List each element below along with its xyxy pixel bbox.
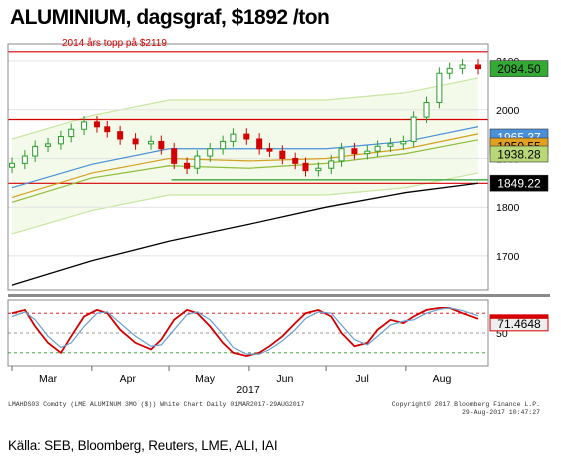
trend-channel-lower: [11, 172, 479, 235]
oscillator-tick-label: 50: [496, 328, 508, 340]
price-tag-label: 1849.22: [497, 177, 541, 191]
year-label: 2017: [236, 384, 260, 396]
stoch-layer: [8, 307, 488, 358]
axis-layer: 17001800190020002100MarAprMayJunJulAug20…: [7, 43, 550, 396]
stoch_k-line: [11, 307, 479, 358]
candle-body: [171, 148, 178, 164]
candle-body: [57, 136, 64, 145]
candle-body: [220, 140, 227, 150]
price-tag: 1938.28: [489, 145, 549, 163]
candle-body: [400, 140, 407, 145]
candle-body: [21, 155, 28, 164]
ma_short1-line: [11, 139, 479, 203]
candle-body: [302, 162, 309, 172]
hline-layer: [8, 51, 488, 184]
candle-body: [194, 155, 201, 169]
candle-body: [423, 101, 430, 118]
price-tick-label: 1700: [496, 251, 520, 263]
candle-body: [9, 162, 15, 168]
panel-separator: [8, 294, 550, 297]
candle-body: [315, 167, 322, 172]
price-tag: 1849.22: [489, 174, 549, 192]
price-tag-label: 2084.50: [497, 62, 541, 76]
candle-body: [374, 145, 381, 152]
candle-body: [328, 160, 335, 169]
month-tick-label: May: [195, 373, 216, 385]
candle-body: [158, 140, 165, 150]
candle-body: [81, 121, 88, 130]
oscillator-tag-label: 71.4648: [497, 317, 541, 331]
candle-body: [364, 150, 371, 155]
price-tick-label: 2000: [496, 105, 520, 117]
grid-layer: [8, 60, 488, 257]
chart-footnote-left: LMAHDS03 Comdty (LME ALUMINUM 3MO ($)) W…: [8, 401, 305, 408]
chart-title: ALUMINIUM, dagsgraf, $1892 /ton: [10, 6, 330, 29]
month-tick-label: Apr: [120, 373, 137, 385]
annotation-2014-top: 2014 års topp på $2119: [62, 37, 167, 49]
candle-body: [387, 143, 394, 147]
price-tick-label: 1800: [496, 202, 520, 214]
label-layer: 2014 års topp på $21192084.501965.371950…: [8, 37, 549, 416]
channel-band-layer: [11, 77, 479, 235]
candle-body: [446, 67, 453, 74]
price-tag-box: [489, 174, 549, 192]
candle-body: [292, 157, 299, 164]
chart-footnote-right: 29-Aug-2017 10:47:27: [462, 409, 540, 416]
candle-body: [338, 148, 345, 162]
oscillator-price-tag: 71.4648: [489, 314, 549, 332]
candle-body: [148, 140, 155, 145]
candle-body: [243, 133, 250, 140]
candle-body: [132, 138, 139, 145]
candle-body: [93, 121, 100, 128]
candle-body: [184, 162, 191, 169]
candle-body: [459, 64, 466, 69]
candle-body: [266, 148, 273, 152]
candle-body: [475, 64, 481, 70]
candle-layer: [9, 59, 481, 177]
month-tick-label: Mar: [39, 373, 58, 385]
price-tag: 2084.50: [489, 60, 549, 77]
candle-body: [256, 138, 263, 150]
chart-footnote-right: Copyright© 2017 Bloomberg Finance L.P.: [392, 400, 540, 408]
candle-body: [104, 126, 111, 133]
candle-body: [68, 128, 75, 138]
price-panel-frame: [7, 43, 489, 291]
month-tick-label: Jun: [276, 373, 293, 385]
candle-body: [207, 148, 214, 157]
candle-body: [436, 72, 443, 103]
candle-body: [279, 150, 286, 159]
stoch_d-line: [11, 307, 479, 355]
price-tag-box: [489, 145, 549, 163]
trend-channel-fill: [12, 77, 478, 234]
month-tick-label: Aug: [433, 373, 452, 385]
oscillator-tag-accent: [490, 314, 548, 319]
ma_long-line: [11, 182, 479, 286]
price-tag-box: [489, 60, 549, 77]
candle-body: [351, 148, 358, 155]
candle-body: [45, 143, 52, 147]
candle-body: [117, 131, 124, 140]
candle-body: [410, 116, 417, 142]
trend-channel-upper: [11, 77, 479, 140]
ma_short2-line: [11, 133, 479, 199]
price-tag-label: 1938.28: [497, 148, 541, 162]
candle-body: [32, 145, 39, 157]
source-footer: Källa: SEB, Bloomberg, Reuters, LME, ALI…: [8, 438, 278, 453]
month-tick-label: Jul: [355, 373, 368, 385]
candle-body: [230, 133, 237, 142]
